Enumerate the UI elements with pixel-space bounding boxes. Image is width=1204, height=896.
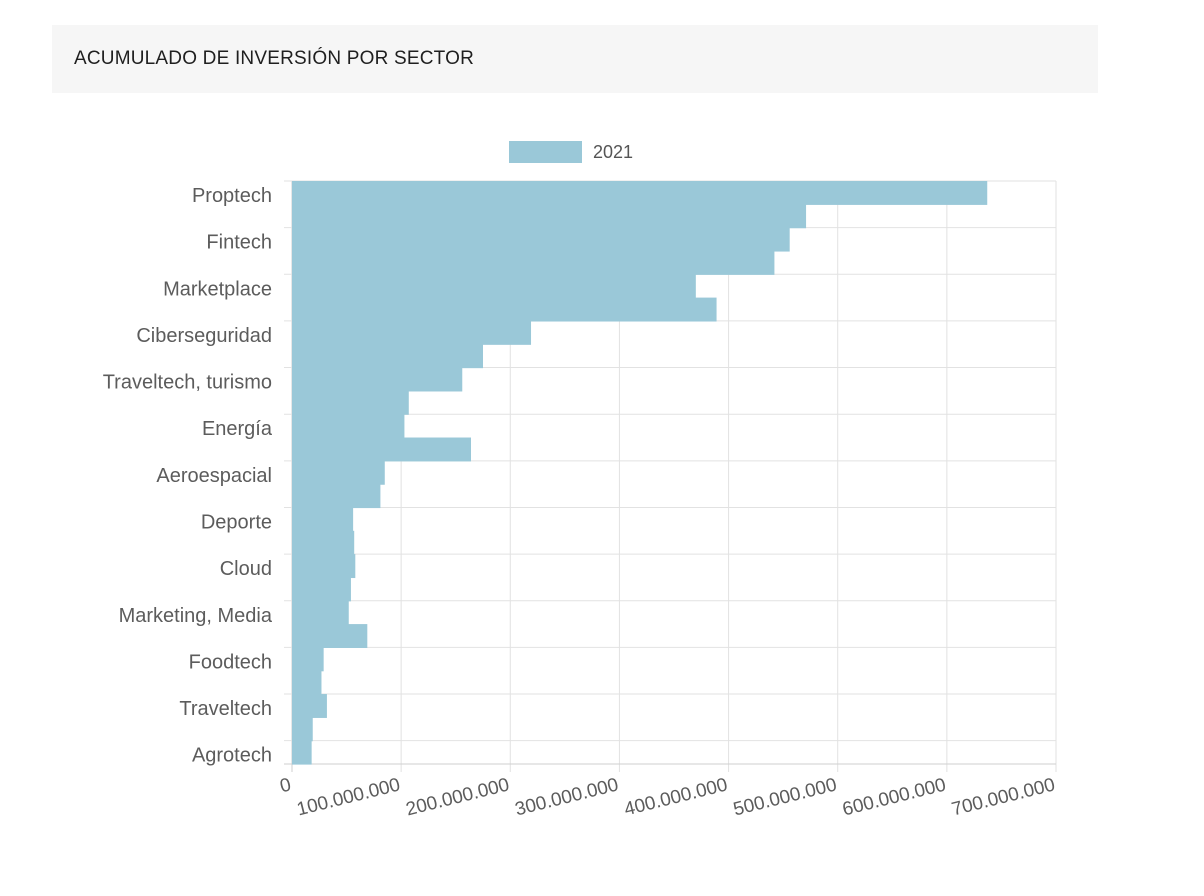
chart-title: ACUMULADO DE INVERSIÓN POR SECTOR [74,48,475,69]
x-tick-label-2: 200.000.000 [404,774,512,820]
bar-22 [292,694,327,718]
bar-1 [292,204,807,229]
bar-4 [292,274,696,299]
bar-24 [292,740,312,765]
bar-17 [292,577,351,602]
bar-12 [292,460,385,485]
bar-11 [292,437,471,462]
bar-2 [292,227,790,252]
bar-8 [292,367,463,392]
bar-16 [292,554,356,579]
legend[interactable]: 2021 [509,140,633,164]
category-label-10: Energía [202,418,273,440]
bar-6 [292,320,532,345]
category-label-24: Agrotech [192,745,272,767]
bar-20 [292,647,324,672]
bar-18 [292,600,349,625]
bar-19 [292,624,368,648]
x-tick-label-4: 400.000.000 [622,774,730,820]
category-label-12: Aeroespacial [156,465,272,487]
legend-swatch-2021 [509,141,582,163]
x-tick-label-3: 300.000.000 [513,774,621,820]
x-tick-label-1: 100.000.000 [295,774,403,820]
bar-14 [292,507,354,532]
category-label-16: Cloud [220,558,272,580]
x-tick-label-0: 0 [278,774,293,797]
bar-3 [292,250,775,275]
x-tick-label-6: 600.000.000 [840,774,948,820]
bar-15 [292,530,355,555]
category-label-18: Marketing, Media [119,605,273,627]
x-tick-label-5: 500.000.000 [731,774,839,820]
bar-0 [292,181,988,205]
bar-9 [292,390,409,415]
bar-23 [292,717,313,742]
legend-label-2021: 2021 [593,141,634,162]
category-label-20: Foodtech [189,651,272,673]
category-label-0: Proptech [192,185,272,207]
bar-5 [292,297,717,322]
bar-10 [292,414,405,439]
category-label-4: Marketplace [163,278,272,300]
category-label-14: Deporte [201,511,272,533]
category-label-22: Traveltech [179,698,272,720]
category-label-6: Ciberseguridad [136,325,272,347]
bar-13 [292,484,381,509]
category-label-8: Traveltech, turismo [103,372,272,394]
x-tick-label-7: 700.000.000 [950,774,1058,820]
category-label-2: Fintech [206,232,272,254]
chart-header: ACUMULADO DE INVERSIÓN POR SECTOR [52,25,1098,93]
bar-7 [292,344,483,369]
bar-21 [292,670,322,695]
